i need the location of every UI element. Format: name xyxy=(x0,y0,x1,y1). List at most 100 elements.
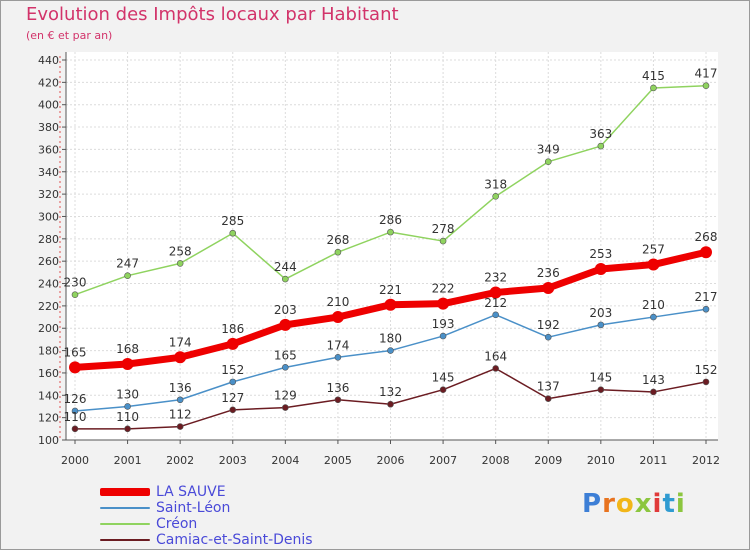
data-point-saint-l-on xyxy=(492,311,499,319)
logo-letter: P xyxy=(582,489,603,519)
data-point-saint-l-on xyxy=(124,403,131,410)
data-label-la-sauve: 210 xyxy=(326,295,349,309)
x-tick-label: 2001 xyxy=(114,454,142,467)
y-tick-label: 340 xyxy=(38,166,59,179)
data-label-camiac-et-saint-denis: 110 xyxy=(116,410,139,424)
y-tick-label: 380 xyxy=(38,121,59,134)
data-point-saint-l-on xyxy=(702,305,710,313)
data-label-saint-l-on: 130 xyxy=(116,387,139,401)
data-label-cr-on: 278 xyxy=(432,222,455,236)
legend-item-camiac-et-saint-denis: Camiac-et-Saint-Denis xyxy=(100,532,380,548)
y-tick-label: 220 xyxy=(38,300,59,313)
data-point-cr-on xyxy=(71,291,79,299)
data-point-camiac-et-saint-denis xyxy=(387,400,394,408)
data-point-saint-l-on xyxy=(387,347,394,354)
axis-layer: 100 120 140 160 180 200 220 240 260 280 300 320 340 3… xyxy=(38,52,720,467)
data-label-cr-on: 258 xyxy=(169,244,192,258)
data-point-saint-l-on xyxy=(544,333,552,341)
data-label-cr-on: 285 xyxy=(221,214,244,228)
x-tick-label: 2000 xyxy=(61,454,89,467)
data-label-cr-on: 286 xyxy=(379,213,402,227)
y-tick-label: 360 xyxy=(38,143,59,156)
data-point-la-sauve xyxy=(384,298,397,311)
data-point-la-sauve xyxy=(542,282,555,294)
data-label-camiac-et-saint-denis: 112 xyxy=(169,408,192,422)
data-point-saint-l-on xyxy=(334,353,342,361)
x-tick-label: 2010 xyxy=(587,454,615,467)
data-label-camiac-et-saint-denis: 132 xyxy=(379,385,402,399)
data-point-la-sauve xyxy=(489,286,502,299)
y-tick-label: 280 xyxy=(38,233,59,246)
data-label-la-sauve: 168 xyxy=(116,342,139,356)
data-label-cr-on: 244 xyxy=(274,260,297,274)
x-tick-label: 2004 xyxy=(271,454,299,467)
x-tick-label: 2009 xyxy=(534,454,562,467)
data-label-la-sauve: 221 xyxy=(379,283,402,297)
series-layer xyxy=(69,82,712,433)
y-tick-label: 440 xyxy=(38,54,59,67)
data-label-camiac-et-saint-denis: 136 xyxy=(326,381,349,395)
logo-letter: t xyxy=(662,489,676,519)
data-point-camiac-et-saint-denis xyxy=(702,378,710,386)
y-tick-label: 240 xyxy=(38,278,59,291)
x-tick-label: 2002 xyxy=(166,454,194,467)
data-point-saint-l-on xyxy=(229,378,237,386)
data-label-saint-l-on: 165 xyxy=(274,348,297,362)
y-tick-label: 160 xyxy=(38,367,59,380)
data-label-camiac-et-saint-denis: 145 xyxy=(432,371,455,385)
data-point-saint-l-on xyxy=(439,332,447,340)
data-point-la-sauve xyxy=(279,318,292,331)
data-label-cr-on: 363 xyxy=(589,127,612,141)
data-label-la-sauve: 236 xyxy=(537,266,560,280)
x-tick-label: 2006 xyxy=(377,454,405,467)
data-label-la-sauve: 268 xyxy=(695,230,718,244)
data-label-camiac-et-saint-denis: 137 xyxy=(537,380,560,394)
data-label-saint-l-on: 193 xyxy=(432,317,455,331)
x-tick-label: 2012 xyxy=(692,454,720,467)
data-point-cr-on xyxy=(597,142,605,150)
legend-label-la-sauve: LA SAUVE xyxy=(156,484,226,500)
data-point-saint-l-on xyxy=(176,396,184,404)
x-tick-label: 2003 xyxy=(219,454,247,467)
y-tick-label: 320 xyxy=(38,188,59,201)
legend-item-saint-l-on: Saint-Léon xyxy=(100,500,380,516)
data-point-la-sauve xyxy=(647,258,660,271)
data-label-la-sauve: 203 xyxy=(274,303,297,317)
data-label-camiac-et-saint-denis: 110 xyxy=(64,410,87,424)
data-point-camiac-et-saint-denis xyxy=(439,386,447,394)
data-point-camiac-et-saint-denis xyxy=(492,365,499,372)
data-point-la-sauve xyxy=(121,358,134,370)
data-label-camiac-et-saint-denis: 152 xyxy=(695,363,718,377)
data-label-saint-l-on: 180 xyxy=(379,332,402,346)
legend-item-cr-on: Créon xyxy=(100,516,380,532)
data-label-cr-on: 268 xyxy=(326,233,349,247)
data-point-la-sauve xyxy=(174,351,187,364)
data-label-saint-l-on: 192 xyxy=(537,318,560,332)
data-label-saint-l-on: 212 xyxy=(484,296,507,310)
logo-letter: i xyxy=(675,489,686,519)
data-label-cr-on: 349 xyxy=(537,143,560,157)
legend-item-la-sauve: LA SAUVE xyxy=(100,484,380,500)
data-point-saint-l-on xyxy=(282,364,289,371)
y-tick-label: 120 xyxy=(38,412,59,425)
legend-swatch-cr-on xyxy=(100,523,150,525)
x-tick-label: 2005 xyxy=(324,454,352,467)
data-point-la-sauve xyxy=(331,311,344,324)
data-label-saint-l-on: 136 xyxy=(169,381,192,395)
data-label-camiac-et-saint-denis: 127 xyxy=(221,391,244,405)
data-point-cr-on xyxy=(282,275,289,283)
legend-label-camiac-et-saint-denis: Camiac-et-Saint-Denis xyxy=(156,532,313,548)
data-point-cr-on xyxy=(176,260,184,267)
data-label-la-sauve: 253 xyxy=(589,247,612,261)
data-label-cr-on: 415 xyxy=(642,69,665,83)
chart-subtitle: (en € et par an) xyxy=(26,29,113,42)
data-point-cr-on xyxy=(650,84,657,92)
data-label-layer: 230 247 258 285 244 268 286 278 318 349 363 415 417 1… xyxy=(64,67,718,424)
data-label-la-sauve: 257 xyxy=(642,243,665,257)
data-label-la-sauve: 232 xyxy=(484,270,507,284)
data-label-cr-on: 417 xyxy=(695,67,718,81)
data-point-saint-l-on xyxy=(650,313,657,321)
data-point-camiac-et-saint-denis xyxy=(71,425,79,433)
data-label-la-sauve: 222 xyxy=(432,282,455,296)
